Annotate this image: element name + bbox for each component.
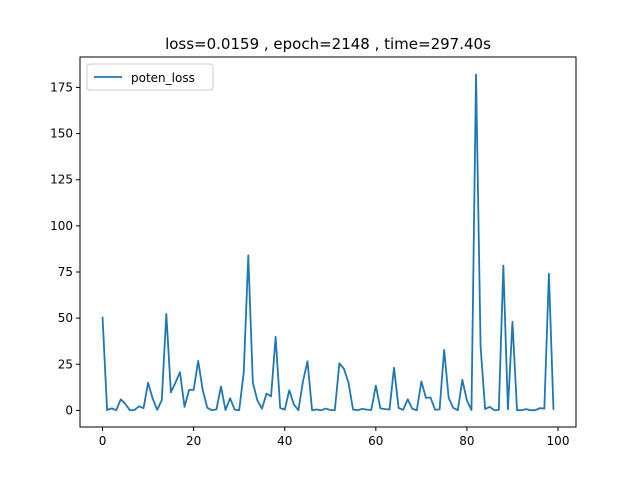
x-tick-label: 20 [186, 434, 201, 448]
legend-box [86, 63, 214, 91]
x-tick-label: 0 [99, 434, 107, 448]
series-line-poten-loss [101, 73, 555, 412]
y-tick-label: 50 [58, 311, 73, 325]
x-tick-label: 100 [547, 434, 570, 448]
y-tick-label: 25 [58, 357, 73, 371]
y-tick-label: 100 [50, 219, 73, 233]
y-tick-label: 150 [50, 127, 73, 141]
x-tick-label: 40 [277, 434, 292, 448]
y-tick-label: 0 [65, 403, 73, 417]
y-tick-label: 75 [58, 265, 73, 279]
y-axis: 0 25 50 75 100 125 150 175 [50, 80, 80, 417]
series-layer [101, 73, 555, 412]
y-tick-label: 125 [50, 173, 73, 187]
y-tick-label: 175 [50, 80, 73, 94]
x-tick-label: 60 [368, 434, 383, 448]
legend: poten_loss [86, 63, 214, 91]
chart-title: loss=0.0159 , epoch=2148 , time=297.40s [165, 35, 491, 53]
x-tick-label: 80 [459, 434, 474, 448]
legend-label-poten-loss: poten_loss [131, 71, 195, 85]
plot-frame [79, 56, 577, 428]
x-axis: 0 20 40 60 80 100 [99, 427, 570, 448]
